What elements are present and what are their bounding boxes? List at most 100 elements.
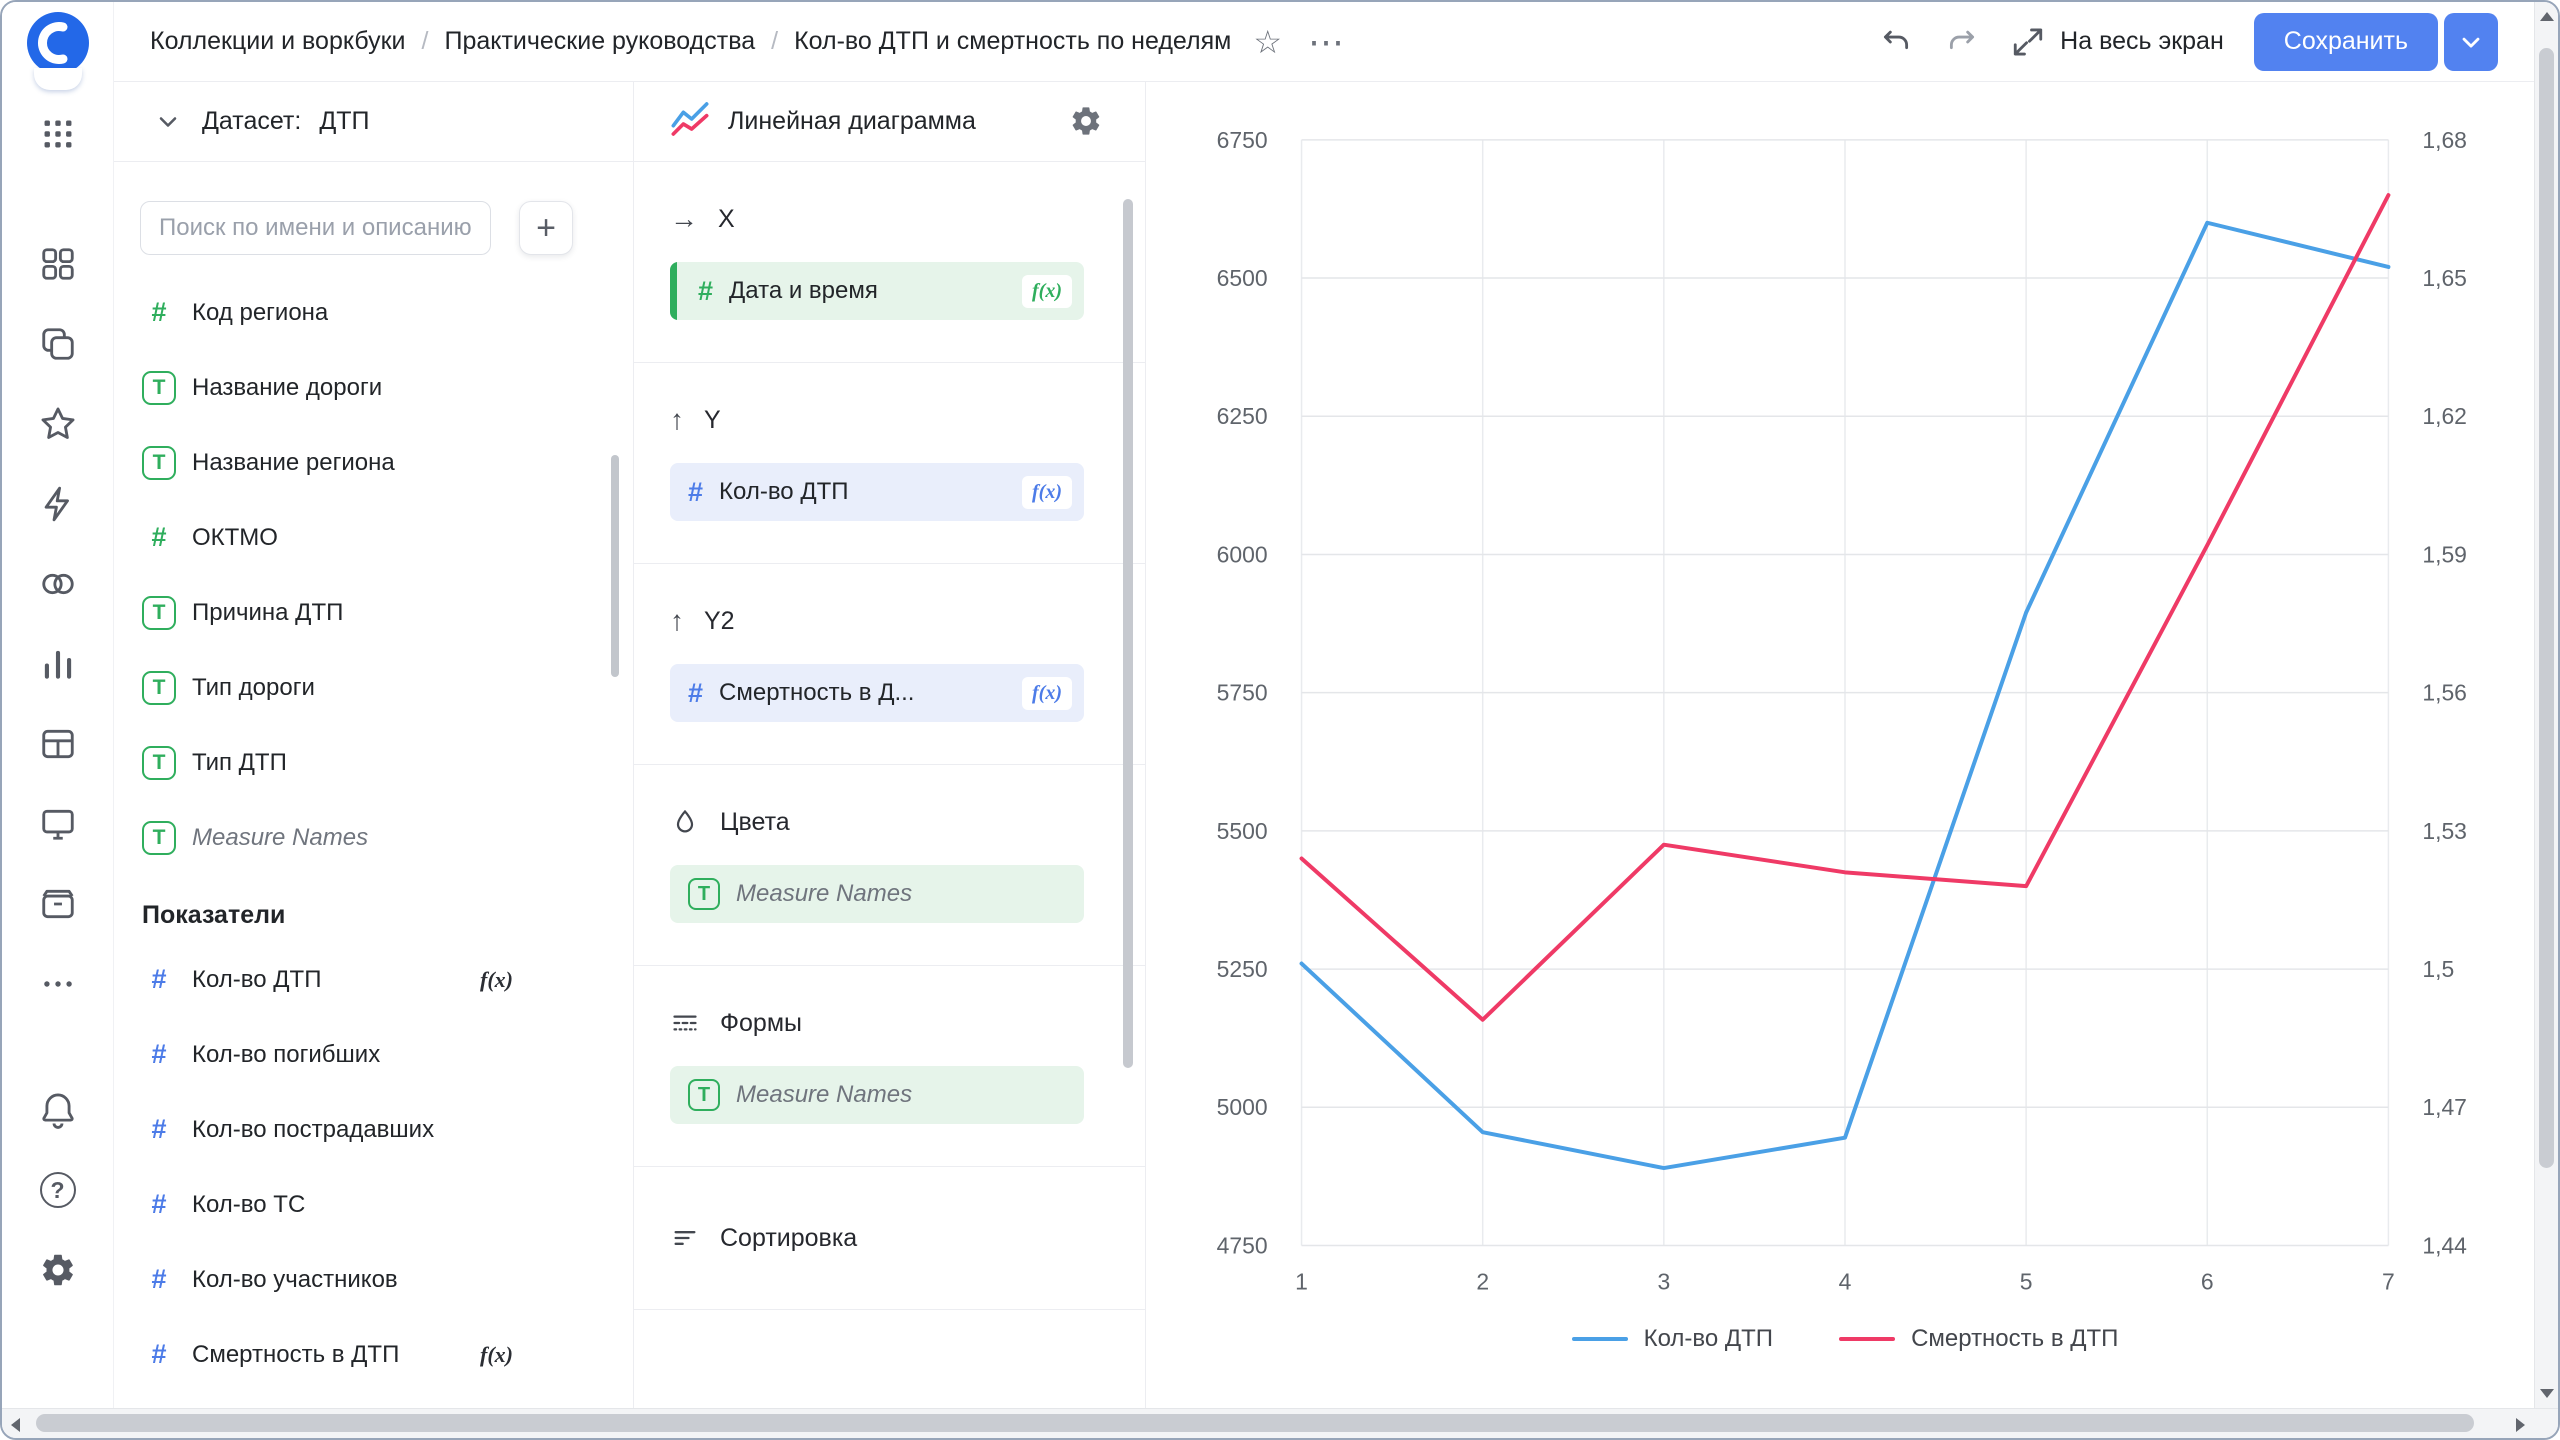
shapes-icon (670, 1008, 700, 1038)
legend-item[interactable]: Кол-во ДТП (1571, 1325, 1773, 1353)
chart-settings-gear-icon[interactable] (1069, 104, 1105, 140)
vertical-scrollbar-thumb[interactable] (2539, 48, 2554, 1168)
more-actions-icon[interactable]: ⋯ (1308, 20, 1347, 62)
chip-accent-bar (670, 262, 677, 320)
field-row[interactable]: # Кол-во участников (114, 1242, 633, 1317)
field-row[interactable]: # Код региона (114, 275, 633, 350)
dataset-field-list: # Дата и время f(x) + # Код региона T Назва… (114, 162, 633, 1408)
line-chart-type-icon[interactable] (670, 99, 710, 144)
dataset-scrollbar-thumb[interactable] (611, 455, 619, 677)
section-y: ↑ Y # Кол-во ДТП f(x) (634, 363, 1145, 564)
help-icon[interactable]: ? (38, 1170, 78, 1210)
right-axis-tick-label: 1,53 (2422, 818, 2467, 844)
fullscreen-button[interactable]: На весь экран (2010, 24, 2224, 60)
collapse-chevron-icon[interactable] (154, 107, 184, 137)
right-axis-tick-label: 1,65 (2422, 265, 2467, 291)
field-row[interactable]: # ОКТМО (114, 500, 633, 575)
breadcrumb-separator: / (421, 27, 429, 55)
number-field-icon: # (688, 476, 704, 507)
services-box-icon[interactable] (38, 884, 78, 924)
formula-badge: f(x) (1022, 475, 1072, 509)
number-field-icon: # (151, 1264, 167, 1294)
collections-icon[interactable] (38, 244, 78, 284)
chart-config-header: Линейная диаграмма (634, 82, 1145, 162)
config-scrollbar-thumb[interactable] (1123, 199, 1133, 1068)
field-row[interactable]: T Тип ДТП (114, 725, 633, 800)
text-field-icon: T (142, 370, 176, 405)
breadcrumb-collections[interactable]: Коллекции и воркбуки (150, 27, 406, 55)
number-field-icon: # (698, 275, 714, 306)
text-field-icon: T (688, 1079, 720, 1111)
fullscreen-label: На весь экран (2060, 27, 2224, 55)
field-label: Кол-во участников (192, 1265, 398, 1293)
apps-grid-icon[interactable] (38, 114, 78, 154)
add-field-button[interactable]: + (519, 201, 573, 255)
section-shapes: Формы T Measure Names (634, 966, 1145, 1167)
shapes-field-name: Measure Names (736, 1081, 913, 1108)
y-section-label: Y (704, 405, 721, 434)
datasets-icon[interactable] (38, 564, 78, 604)
connections-lightning-icon[interactable] (38, 484, 78, 524)
text-field-icon: T (142, 820, 176, 855)
field-row[interactable]: # Кол-во ДТП f(x) (114, 942, 633, 1017)
vertical-scrollbar[interactable] (2534, 2, 2558, 1408)
field-row[interactable]: # Кол-во погибших (114, 1017, 633, 1092)
editor-monitor-icon[interactable] (38, 804, 78, 844)
text-field-icon: T (688, 878, 720, 910)
scroll-right-arrow-icon[interactable] (2516, 1418, 2525, 1432)
more-ellipsis-icon[interactable] (38, 964, 78, 1004)
dashboards-icon[interactable] (38, 724, 78, 764)
horizontal-scrollbar-thumb[interactable] (36, 1414, 2474, 1432)
y-field-chip[interactable]: # Кол-во ДТП f(x) (670, 463, 1084, 521)
left-axis-tick-label: 5250 (1217, 956, 1268, 982)
workbooks-icon[interactable] (38, 324, 78, 364)
field-label: Measure Names (192, 823, 369, 851)
chart-config-sections: → X # Дата и время f(x) ↑ Y (634, 162, 1145, 1310)
field-row-clipped[interactable]: # Дата и время f(x) (114, 162, 633, 187)
redo-icon[interactable] (1944, 24, 1980, 60)
search-input[interactable] (140, 201, 491, 255)
save-button[interactable]: Сохранить (2253, 12, 2438, 71)
dataset-name-link[interactable]: ДТП (319, 107, 370, 135)
sort-icon (670, 1223, 700, 1253)
series-line (1299, 193, 2391, 1022)
field-row[interactable]: # Кол-во ТС (114, 1167, 633, 1242)
legend-item[interactable]: Смертность в ДТП (1839, 1325, 2118, 1353)
chart-preview-panel: 1 2 3 4 5 6 7 6750 1,68 6500 1,65 6250 1,62 6000 1,59 5… (1146, 82, 2534, 1408)
chart-type-label[interactable]: Линейная диаграмма (728, 107, 976, 135)
field-row[interactable]: T Название региона (114, 425, 633, 500)
scroll-left-arrow-icon[interactable] (11, 1418, 20, 1432)
dataset-label: Датасет: (202, 107, 302, 135)
field-row[interactable]: # Смертность в ДТП f(x) (114, 1317, 633, 1392)
field-label: Кол-во погибших (192, 1040, 381, 1068)
left-axis-tick-label: 6000 (1217, 541, 1268, 567)
field-row[interactable]: T Название дороги (114, 350, 633, 425)
field-row[interactable]: # Кол-во пострадавших (114, 1092, 633, 1167)
scroll-up-arrow-icon[interactable] (2540, 12, 2554, 21)
formula-badge: f(x) (1022, 274, 1072, 308)
scroll-down-arrow-icon[interactable] (2540, 1389, 2554, 1398)
shapes-field-chip[interactable]: T Measure Names (670, 1066, 1084, 1124)
field-row[interactable]: T Measure Names (114, 800, 633, 875)
datalens-logo[interactable] (24, 12, 92, 90)
colors-field-chip[interactable]: T Measure Names (670, 865, 1084, 923)
y2-section-label: Y2 (704, 606, 735, 635)
favorites-star-icon[interactable] (38, 404, 78, 444)
settings-gear-icon[interactable] (38, 1250, 78, 1290)
x-axis-tick-label: 7 (2382, 1268, 2395, 1294)
x-axis-tick-label: 1 (1295, 1268, 1308, 1294)
charts-icon[interactable] (38, 644, 78, 684)
y2-field-chip[interactable]: # Смертность в Д... f(x) (670, 664, 1084, 722)
field-row[interactable]: T Тип дороги (114, 650, 633, 725)
undo-icon[interactable] (1878, 24, 1914, 60)
save-menu-button[interactable] (2444, 12, 2498, 71)
shapes-section-label: Формы (720, 1008, 802, 1037)
field-row[interactable]: T Причина ДТП (114, 575, 633, 650)
notifications-bell-icon[interactable] (38, 1090, 78, 1130)
horizontal-scrollbar[interactable] (2, 1408, 2534, 1438)
field-label: Смертность в ДТП (192, 1340, 400, 1368)
breadcrumb-guides[interactable]: Практические руководства (444, 27, 756, 55)
favorite-star-icon[interactable]: ☆ (1253, 23, 1283, 60)
number-field-icon: # (151, 1114, 167, 1144)
x-field-chip[interactable]: # Дата и время f(x) (670, 262, 1084, 320)
